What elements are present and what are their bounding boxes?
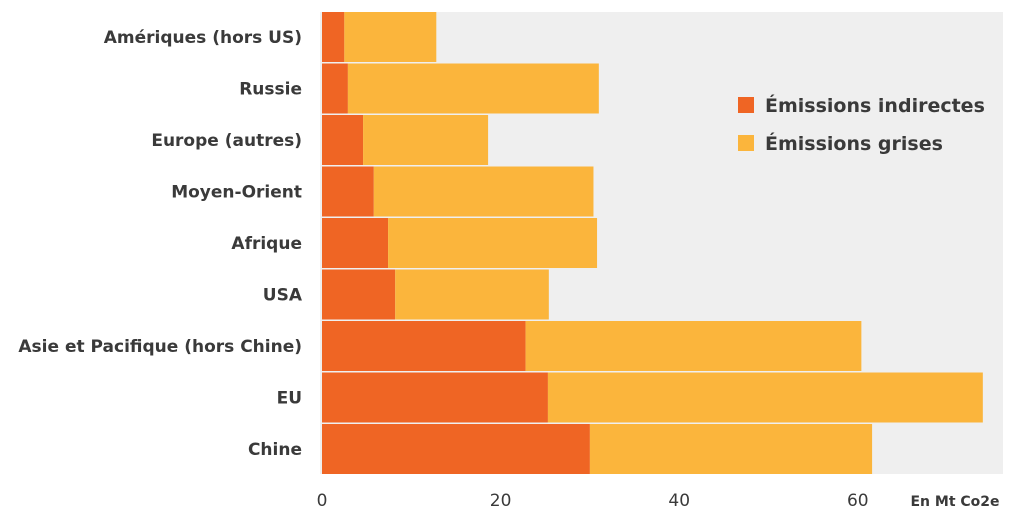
bar-europe-autres-emissions-indirectes [322,115,364,165]
x-tick-label: 20 [490,491,512,511]
bar-moyen-orient-emissions-indirectes [322,166,374,217]
category-label-asie-et-pacifique-hors-chine: Asie et Pacifique (hors Chine) [18,337,302,357]
bar-asie-et-pacifique-hors-chine-emissions-indirectes [322,321,526,371]
legend-swatch-emissions-indirectes [738,97,754,113]
category-label-afrique: Afrique [231,234,302,254]
bar-moyen-orient-emissions-grises [373,166,594,217]
bar-eu-emissions-grises [547,372,983,423]
bar-chine-emissions-grises [589,424,873,474]
bar-ameriques-hors-us-emissions-indirectes [322,12,345,62]
category-label-usa: USA [263,286,303,306]
bar-russie-emissions-grises [347,63,599,114]
x-tick-label: 60 [847,491,869,511]
bars-group [322,12,983,474]
category-label-moyen-orient: Moyen-Orient [171,183,302,203]
category-label-ameriques-hors-us: Amériques (hors US) [104,28,302,48]
bar-europe-autres-emissions-grises [363,115,489,165]
legend: Émissions indirectes Émissions grises [738,94,985,155]
x-axis-unit-label: En Mt Co2e [910,494,999,510]
category-label-chine: Chine [248,440,302,460]
category-label-eu: EU [277,389,302,409]
bar-usa-emissions-indirectes [322,269,396,320]
bar-chine-emissions-indirectes [322,424,590,474]
bar-afrique-emissions-indirectes [322,218,389,268]
legend-label-emissions-grises: Émissions grises [765,132,943,155]
bar-ameriques-hors-us-emissions-grises [344,12,437,62]
bar-asie-et-pacifique-hors-chine-emissions-grises [525,321,862,371]
bar-eu-emissions-indirectes [322,372,548,423]
x-axis-ticks: 0 20 40 60 [317,491,869,511]
legend-swatch-emissions-grises [738,135,754,151]
bar-afrique-emissions-grises [388,218,598,268]
category-label-europe-autres: Europe (autres) [151,131,302,151]
x-tick-label: 40 [668,491,690,511]
x-tick-label: 0 [317,491,328,511]
category-label-russie: Russie [239,80,302,100]
category-labels: Amériques (hors US) Russie Europe (autres)… [18,28,302,460]
legend-label-emissions-indirectes: Émissions indirectes [765,94,985,117]
bar-usa-emissions-grises [395,269,549,320]
bar-russie-emissions-indirectes [322,63,348,114]
